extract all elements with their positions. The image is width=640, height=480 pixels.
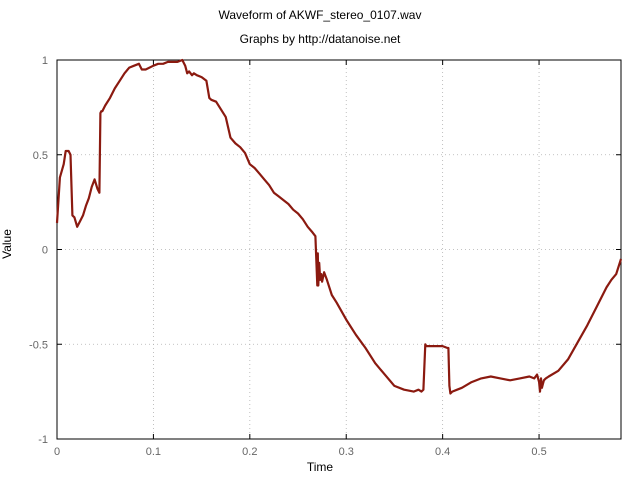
grid-lines <box>57 60 621 439</box>
axis-ticks <box>56 59 621 440</box>
x-tick-label: 0.5 <box>531 446 546 458</box>
y-tick-label: -1 <box>38 434 48 446</box>
tick-labels: 0 0.1 0.2 0.3 0.4 0.5 1 0.5 0 -0.5 -1 <box>29 55 547 458</box>
x-tick-label: 0.2 <box>242 446 257 458</box>
x-tick-label: 0.3 <box>339 446 354 458</box>
y-tick-label: 0 <box>42 245 48 257</box>
y-tick-label: 1 <box>42 55 48 67</box>
x-tick-label: 0.1 <box>146 446 161 458</box>
y-tick-label: -0.5 <box>29 339 48 351</box>
x-axis-label: Time <box>306 460 334 474</box>
chart-subtitle: Graphs by http://datanoise.net <box>239 32 401 46</box>
waveform-series-line <box>55 58 623 395</box>
y-axis-label: Value <box>0 229 14 259</box>
chart-title: Waveform of AKWF_stereo_0107.wav <box>218 8 422 22</box>
x-tick-label: 0 <box>54 446 60 458</box>
x-tick-label: 0.4 <box>435 446 450 458</box>
y-tick-label: 0.5 <box>33 150 48 162</box>
